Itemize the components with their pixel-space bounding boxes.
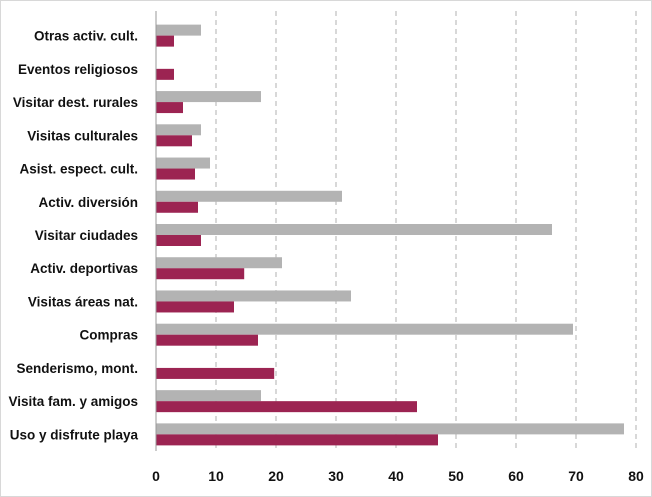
x-tick-labels: 0 10 20 30 40 50 60 70 80 xyxy=(152,468,644,484)
x-tick-label: 30 xyxy=(328,468,344,484)
bar-series-gray xyxy=(156,423,624,435)
category-label: Uso y disfrute playa xyxy=(10,427,139,442)
x-tick-label: 70 xyxy=(568,468,584,484)
category-label: Activ. diversión xyxy=(38,195,138,210)
bar-series-gray xyxy=(156,390,261,402)
bar-series-crimson xyxy=(156,301,234,313)
category-labels: Otras activ. cult. Eventos religiosos Visi… xyxy=(8,29,138,443)
bar-series-gray xyxy=(156,190,342,202)
bar-series-crimson xyxy=(156,102,183,114)
bar-series-gray xyxy=(156,24,201,36)
bar-series-crimson xyxy=(156,268,245,280)
x-tick-label: 40 xyxy=(388,468,404,484)
bar-series-crimson xyxy=(156,434,438,446)
category-label: Senderismo, mont. xyxy=(16,361,138,376)
bar-series-gray xyxy=(156,91,261,103)
bar-series-crimson xyxy=(156,235,201,246)
category-label: Visitas culturales xyxy=(27,128,138,143)
bar-series-gray xyxy=(156,124,201,136)
bar-series-crimson xyxy=(156,201,198,213)
category-label: Visita fam. y amigos xyxy=(8,394,138,409)
x-tick-label: 10 xyxy=(208,468,224,484)
category-label: Eventos religiosos xyxy=(18,62,138,77)
bar-series-gray xyxy=(156,224,552,235)
bar-series-crimson xyxy=(156,35,174,47)
bar-series-crimson xyxy=(156,367,275,379)
bar-series-gray xyxy=(156,157,210,169)
x-tick-label: 0 xyxy=(152,468,160,484)
x-tick-label: 50 xyxy=(448,468,464,484)
category-label: Visitar ciudades xyxy=(35,228,138,243)
category-label: Activ. deportivas xyxy=(30,261,138,276)
category-label: Otras activ. cult. xyxy=(34,29,138,44)
x-tick-label: 80 xyxy=(628,468,644,484)
category-label: Asist. espect. cult. xyxy=(19,162,138,177)
category-label: Visitas áreas nat. xyxy=(28,294,138,309)
bar-series-crimson xyxy=(156,135,192,147)
x-tick-label: 20 xyxy=(268,468,284,484)
bar-series-gray xyxy=(156,323,573,335)
bar-series-crimson xyxy=(156,401,417,413)
bar-series-crimson xyxy=(156,334,258,346)
bar-series-crimson xyxy=(156,68,174,80)
x-tick-label: 60 xyxy=(508,468,524,484)
bar-series-gray xyxy=(156,290,351,302)
category-label: Visitar dest. rurales xyxy=(13,95,138,110)
category-label: Compras xyxy=(79,328,138,343)
bar-series-crimson xyxy=(156,168,195,180)
bar-series-gray xyxy=(156,257,282,269)
bars xyxy=(156,24,624,446)
